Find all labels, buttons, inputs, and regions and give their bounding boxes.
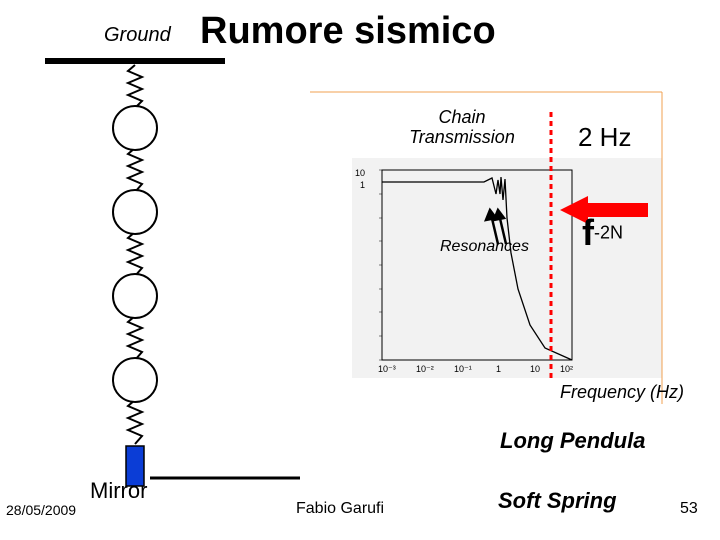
spring-1 — [128, 65, 142, 108]
svg-text:10²: 10² — [560, 364, 573, 374]
mass-1 — [113, 106, 157, 150]
spring-3 — [128, 232, 142, 276]
chart-ytick-labels: 10 1 — [355, 168, 365, 190]
f-exponent: -2N — [594, 223, 623, 243]
svg-text:10⁻¹: 10⁻¹ — [454, 364, 472, 374]
chart-series-line — [382, 177, 572, 360]
transmission-chart: 10⁻³ 10⁻² 10⁻¹ 1 10 10² 10 1 — [0, 0, 720, 540]
svg-text:10⁻²: 10⁻² — [416, 364, 434, 374]
footer-date: 28/05/2009 — [6, 502, 76, 518]
springs — [128, 65, 142, 444]
svg-text:10⁻³: 10⁻³ — [378, 364, 396, 374]
mass-3 — [113, 274, 157, 318]
spring-4 — [128, 316, 142, 360]
chain-label-line1: Chain — [438, 107, 485, 127]
spring-5 — [128, 400, 142, 444]
chain-transmission-label: Chain Transmission — [392, 108, 532, 148]
mirror-label: Mirror — [90, 478, 147, 504]
svg-text:10: 10 — [355, 168, 365, 178]
slide-stage: Rumore sismico Ground Chain Transmission — [0, 0, 720, 540]
f-base: f — [582, 212, 594, 253]
svg-text:1: 1 — [496, 364, 501, 374]
two-hz-label: 2 Hz — [578, 122, 631, 153]
chart-yticks — [379, 170, 382, 360]
resonances-label: Resonances — [440, 238, 529, 256]
chart-plot-frame — [382, 170, 572, 360]
soft-spring-label: Soft Spring — [498, 488, 617, 514]
chart-panel-bg — [352, 158, 662, 378]
mass-2 — [113, 190, 157, 234]
ground-bar — [45, 58, 225, 64]
footer-author: Fabio Garufi — [296, 500, 384, 518]
spring-2 — [128, 148, 142, 192]
chain-label-line2: Transmission — [409, 127, 515, 147]
svg-text:1: 1 — [360, 180, 365, 190]
long-pendula-label: Long Pendula — [500, 428, 645, 454]
svg-text:10: 10 — [530, 364, 540, 374]
footer-page: 53 — [680, 500, 698, 518]
pendulum-diagram — [0, 0, 720, 540]
slide-title: Rumore sismico — [200, 10, 496, 53]
chart-xticks: 10⁻³ 10⁻² 10⁻¹ 1 10 10² — [378, 364, 573, 374]
frequency-axis-label: Frequency (Hz) — [560, 382, 684, 403]
f-power-label: f-2N — [582, 212, 623, 254]
ground-label: Ground — [104, 24, 171, 47]
mass-4 — [113, 358, 157, 402]
masses — [113, 106, 157, 402]
